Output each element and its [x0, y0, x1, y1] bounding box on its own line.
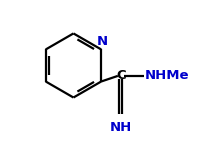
Text: C: C — [116, 69, 126, 82]
Text: NHMe: NHMe — [145, 69, 189, 82]
Text: N: N — [96, 35, 108, 48]
Text: NH: NH — [110, 121, 132, 134]
